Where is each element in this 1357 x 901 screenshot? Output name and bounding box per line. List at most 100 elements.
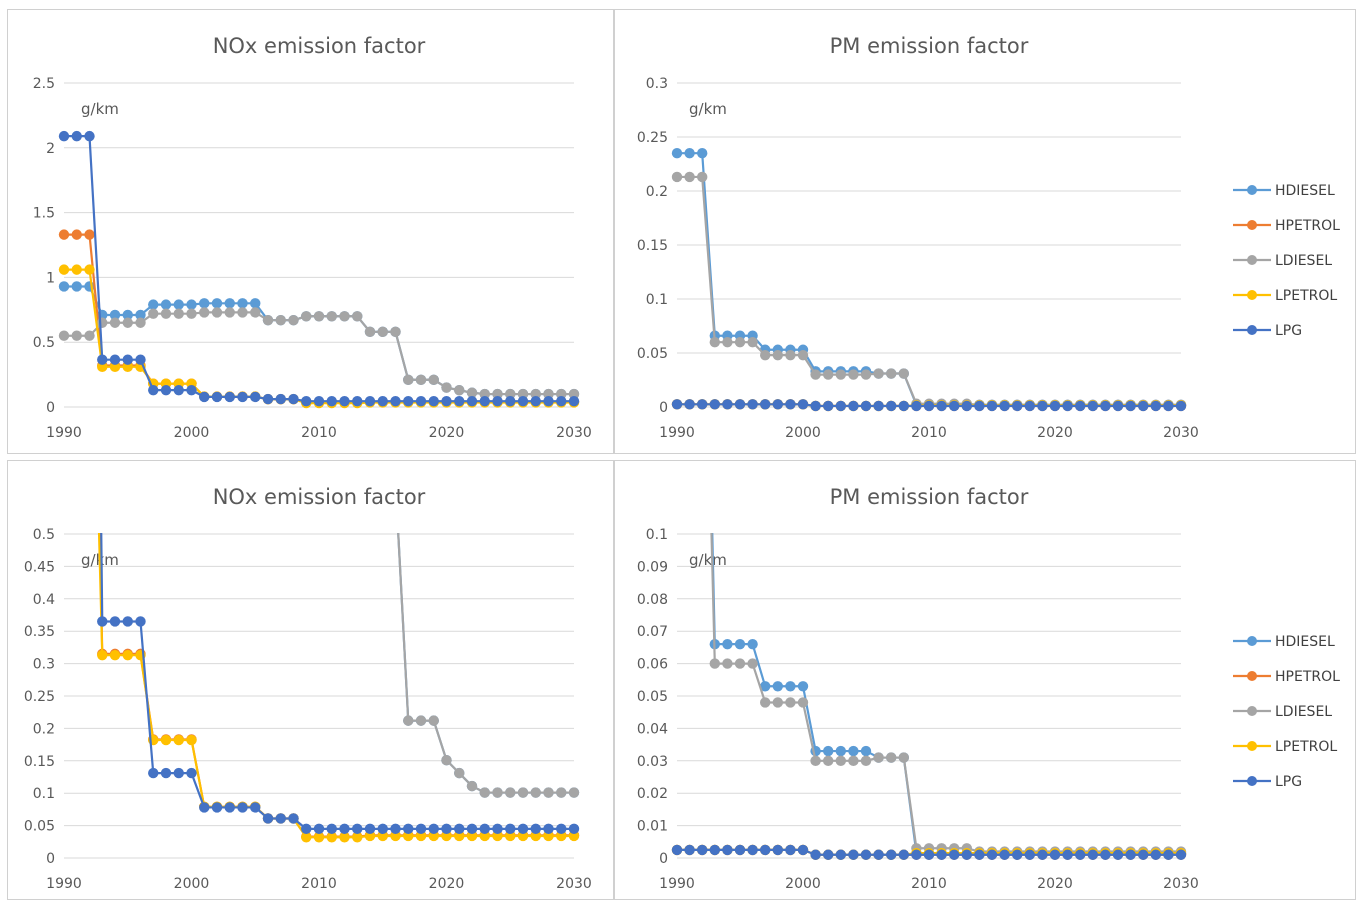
y-tick-label: 0.1 — [646, 527, 668, 543]
data-point-lpetrol — [122, 361, 133, 373]
data-point-hdiesel — [71, 281, 82, 292]
legend-marker — [1247, 776, 1257, 786]
data-point-lpg — [671, 399, 683, 410]
data-point-lpg — [313, 395, 325, 407]
data-point-lpg — [186, 767, 197, 779]
y-tick-label: 0.1 — [33, 786, 55, 802]
y-tick-label: 0.01 — [637, 819, 668, 835]
data-point-ldiesel — [250, 307, 261, 318]
data-point-lpg — [1037, 400, 1048, 412]
chart-panel-pm-top: PM emission factor 0 0.05 0.1 0.15 0.2 0.25 0.3… — [614, 9, 1356, 454]
data-point-ldiesel — [403, 374, 414, 385]
x-tick-label: 2000 — [785, 425, 821, 441]
data-point-lpg — [697, 844, 708, 856]
data-point-lpetrol — [415, 830, 427, 842]
data-point-ldiesel — [747, 337, 758, 348]
data-point-lpg — [1024, 849, 1035, 860]
data-point-lpg — [1138, 400, 1149, 412]
legend-label: HDIESEL — [1275, 634, 1335, 650]
data-point-ldiesel — [530, 388, 541, 400]
data-point-lpg — [415, 823, 427, 835]
data-point-lpg — [697, 399, 708, 410]
y-tick-label: 0.05 — [637, 346, 668, 362]
data-point-lpg — [835, 400, 846, 412]
data-point-ldiesel — [797, 697, 809, 708]
data-point-lpg — [211, 802, 223, 813]
x-tick-label: 2020 — [429, 425, 465, 441]
data-point-ldiesel — [568, 787, 580, 798]
x-tick-label: 2000 — [174, 425, 210, 441]
data-point-lpg — [911, 849, 922, 860]
legend-label: LDIESEL — [1275, 253, 1332, 269]
series-line-ldiesel — [677, 175, 1181, 406]
y-tick-label: 0.2 — [33, 721, 55, 737]
data-point-lpg — [1100, 400, 1111, 412]
data-point-lpg — [466, 395, 478, 407]
data-point-ldiesel — [671, 171, 683, 183]
y-tick-label: 1.5 — [33, 206, 55, 222]
data-point-ldiesel — [135, 317, 146, 328]
data-point-lpg — [84, 130, 95, 142]
y-tick-label: 0 — [659, 400, 668, 416]
data-point-lpg — [160, 767, 172, 779]
data-point-lpg — [848, 400, 859, 412]
data-point-lpg — [734, 399, 746, 410]
data-point-lpg — [364, 395, 376, 407]
data-point-ldiesel — [722, 337, 733, 348]
y-tick-label: 0.08 — [637, 592, 668, 608]
data-point-hdiesel — [697, 148, 708, 159]
data-point-hdiesel — [135, 309, 146, 321]
data-point-lpg — [377, 395, 388, 407]
y-tick-label: 0.35 — [24, 624, 55, 640]
data-point-lpg — [199, 391, 210, 403]
data-point-lpg — [390, 395, 401, 407]
data-point-hpetrol — [84, 229, 95, 240]
data-point-lpetrol — [403, 830, 414, 842]
data-point-hdiesel — [250, 298, 261, 309]
y-tick-label: 0.3 — [646, 76, 668, 92]
data-point-lpg — [160, 384, 172, 396]
data-point-hdiesel — [122, 309, 133, 321]
data-point-lpg — [848, 849, 859, 860]
data-point-lpg — [109, 354, 121, 365]
data-point-lpg — [747, 844, 758, 856]
data-point-lpg — [1125, 400, 1136, 412]
legend-label: HDIESEL — [1275, 183, 1335, 199]
data-point-ldiesel — [823, 369, 834, 380]
data-point-lpg — [543, 395, 554, 407]
chart-pm-top: PM emission factor 0 0.05 0.1 0.15 0.2 0.25 0.3… — [637, 34, 1340, 441]
y-tick-label: 0.1 — [646, 292, 668, 308]
data-point-lpg — [923, 400, 935, 412]
data-point-lpg — [122, 354, 133, 365]
data-point-lpg — [1150, 849, 1161, 860]
data-point-ldiesel — [709, 658, 720, 669]
data-point-ldiesel — [530, 787, 541, 798]
y-tick-label: 0.05 — [637, 689, 668, 705]
y-tick-label: 0.06 — [637, 657, 668, 673]
data-point-lpg — [568, 395, 580, 407]
y-tick-label: 0.25 — [637, 130, 668, 146]
legend-marker — [1247, 325, 1257, 335]
x-tick-label: 2020 — [429, 876, 465, 892]
data-point-hdiesel — [848, 745, 859, 757]
series-line-lpg — [100, 533, 574, 830]
legend-marker — [1247, 741, 1257, 751]
data-point-lpg — [1112, 400, 1124, 412]
data-point-lpg — [301, 395, 312, 407]
y-axis-unit-label: g/km — [81, 100, 119, 118]
data-point-lpetrol — [479, 830, 490, 842]
data-point-lpetrol — [568, 830, 580, 842]
legend-label: HPETROL — [1275, 218, 1340, 234]
data-point-lpg — [886, 400, 897, 412]
data-point-lpetrol — [173, 734, 184, 746]
data-point-lpetrol — [530, 830, 541, 842]
data-point-lpg — [313, 823, 325, 835]
data-point-lpg — [97, 354, 108, 365]
x-tick-label: 2020 — [1037, 876, 1073, 892]
data-point-ldiesel — [441, 754, 452, 766]
x-tick-label: 2020 — [1037, 425, 1073, 441]
data-point-ldiesel — [568, 388, 580, 400]
legend-label: LPG — [1275, 774, 1302, 790]
chart-title: PM emission factor — [830, 485, 1029, 509]
data-point-lpg — [441, 395, 452, 407]
